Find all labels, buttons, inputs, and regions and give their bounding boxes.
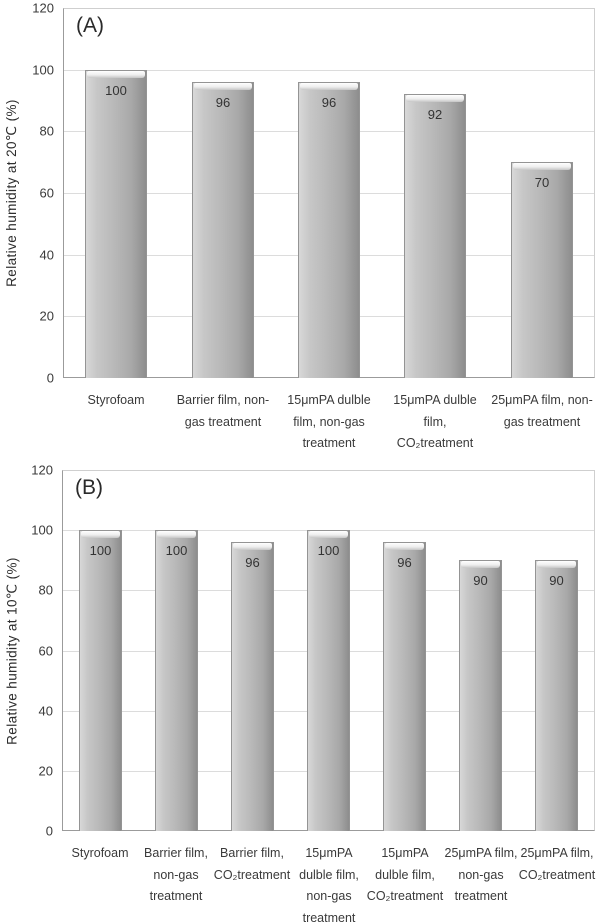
- bar: 100: [155, 530, 198, 831]
- y-gridline: [64, 70, 594, 71]
- bar-value-label: 100: [89, 543, 112, 558]
- y-axis-tick-label: 80: [39, 123, 54, 139]
- chart-panel-b: 0 20 40 60 80 100 120 100 Styrofoam 100 Barrier fi…: [0, 461, 602, 922]
- bar-value-label: 70: [534, 175, 550, 190]
- bar-value-label: 96: [245, 555, 260, 570]
- bar: 100: [85, 70, 147, 378]
- y-axis-title: Relative humidity at 20℃ (%): [4, 99, 19, 287]
- y-axis-tick-label: 60: [39, 185, 54, 201]
- bar-value-label: 96: [215, 95, 231, 110]
- y-axis-tick-label: 120: [31, 462, 53, 478]
- y-axis-tick-label: 100: [32, 62, 54, 78]
- bar-value-label: 100: [105, 83, 127, 98]
- bar: 96: [192, 82, 254, 378]
- panel-label: (A): [76, 14, 104, 37]
- bar-value-label: 96: [321, 95, 337, 110]
- bar-value-label: 92: [427, 107, 443, 122]
- x-axis-category-label: Barrier film, non-gas treatment: [144, 846, 208, 903]
- x-axis-category-label: Barrier film, non- gas treatment: [176, 393, 270, 429]
- bar-value-label: 100: [317, 543, 340, 558]
- bar: 90: [535, 560, 578, 831]
- bar-value-label: 96: [397, 555, 412, 570]
- x-axis-category-label: Barrier film, CO₂treatment: [213, 846, 291, 882]
- x-axis-category-label: 25μmPA film, non- gas treatment: [491, 393, 593, 429]
- x-axis-category-label: 15μmPA dulble film, CO₂treatment: [393, 393, 477, 450]
- x-axis-category-label: 15μmPA dulble film, non-gas treatment: [299, 846, 359, 922]
- x-axis-category-label: 25μmPA film, CO₂treatment: [518, 846, 596, 882]
- bar: 96: [298, 82, 360, 378]
- bar: 96: [383, 542, 426, 831]
- y-axis-tick-label: 0: [46, 370, 54, 386]
- x-axis-category-label: 15μmPA dulble film, non-gas treatment: [287, 393, 371, 450]
- bar: 70: [511, 162, 573, 378]
- x-axis-category-label: Styrofoam: [87, 393, 145, 407]
- y-axis-tick-label: 20: [39, 308, 54, 324]
- x-axis-category-label: 25μmPA film, non-gas treatment: [444, 846, 518, 903]
- bar-value-label: 90: [549, 573, 564, 588]
- bar: 96: [231, 542, 274, 831]
- bar: 90: [459, 560, 502, 831]
- chart-panel-a: 0 20 40 60 80 100 120 100 Styrofoam 96 Barrier fil…: [0, 0, 602, 460]
- bar-value-label: 90: [473, 573, 488, 588]
- y-axis-tick-label: 80: [38, 582, 53, 598]
- bar: 100: [79, 530, 122, 831]
- y-axis-tick-label: 100: [31, 522, 53, 538]
- y-axis-tick-label: 120: [32, 0, 54, 16]
- y-axis-tick-label: 40: [39, 247, 54, 263]
- bar: 92: [404, 94, 466, 378]
- y-axis-tick-label: 0: [45, 823, 53, 839]
- panel-label: (B): [75, 476, 103, 499]
- bar: 100: [307, 530, 350, 831]
- x-axis-category-label: Styrofoam: [71, 846, 129, 860]
- bar-value-label: 100: [165, 543, 188, 558]
- y-axis-tick-label: 20: [38, 763, 53, 779]
- y-axis-tick-label: 40: [38, 703, 53, 719]
- y-axis-title: Relative humidity at 10℃ (%): [4, 557, 20, 745]
- y-axis-tick-label: 60: [38, 643, 53, 659]
- x-axis-category-label: 15μmPA dulble film, CO₂treatment: [366, 846, 444, 903]
